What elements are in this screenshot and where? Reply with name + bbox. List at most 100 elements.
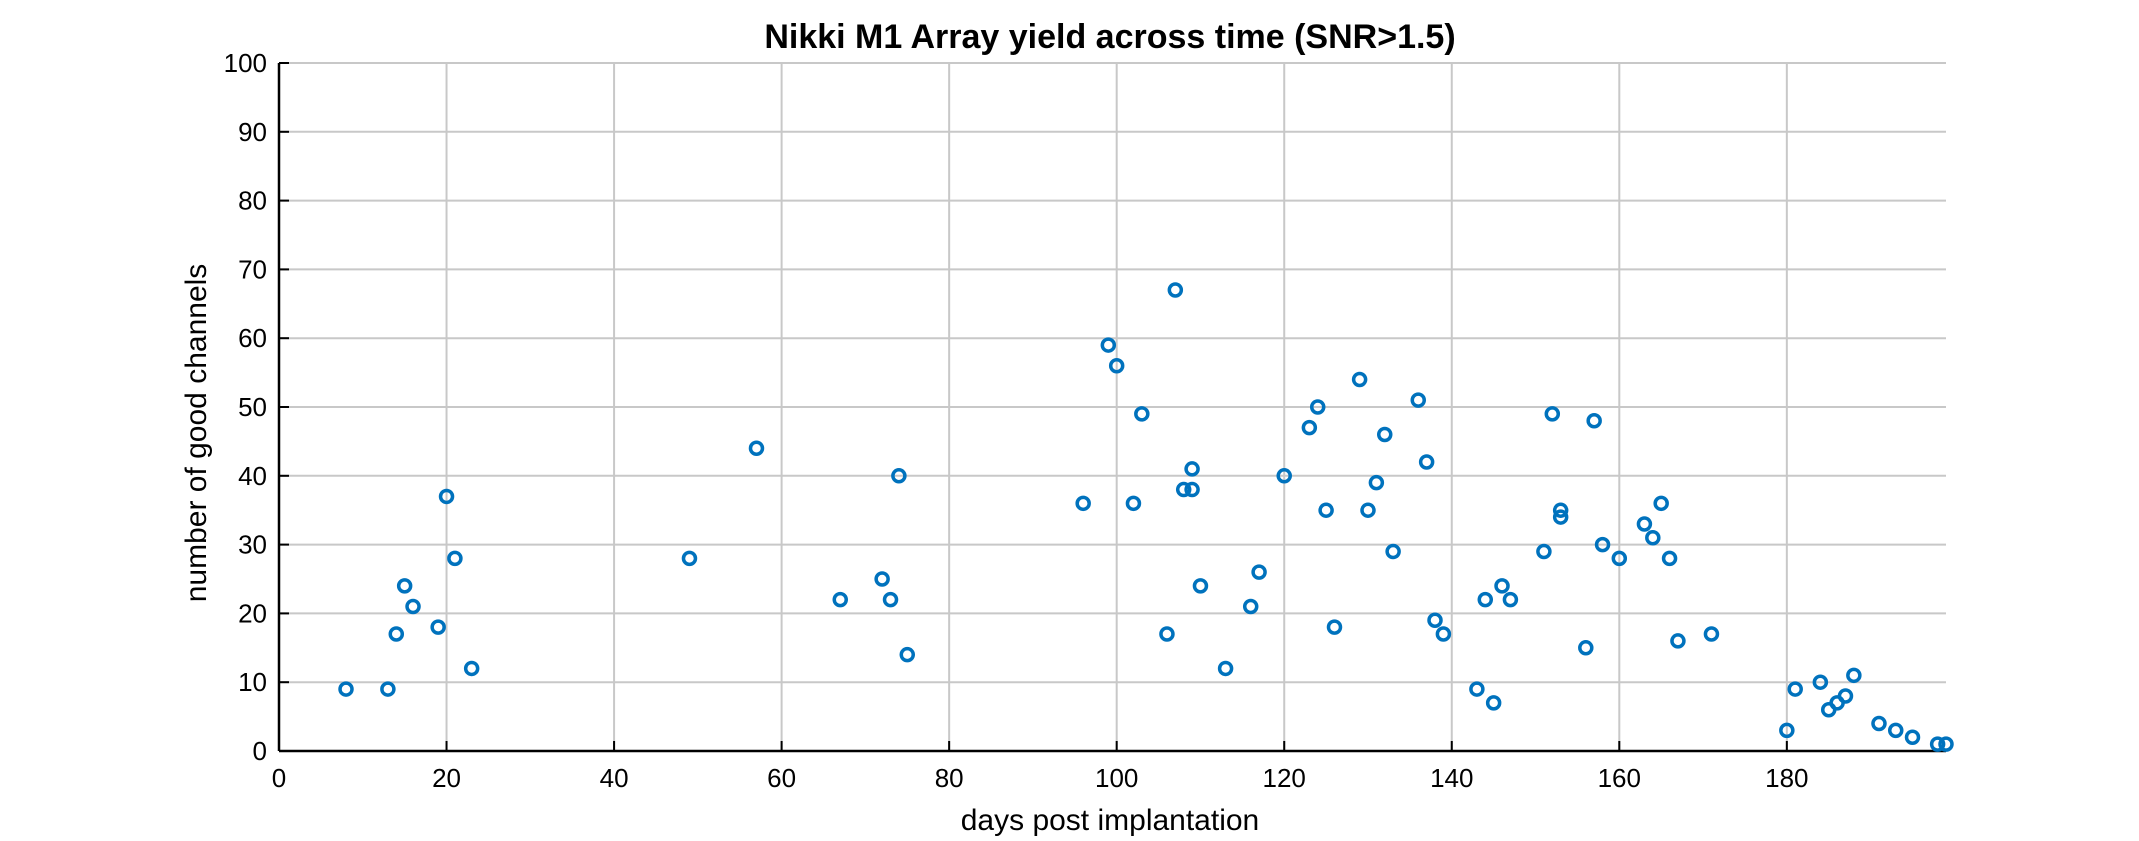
x-tick-label: 0 [272, 763, 286, 793]
data-point [1251, 564, 1267, 580]
data-point [1536, 543, 1552, 560]
data-point [1552, 509, 1569, 525]
data-point [1125, 495, 1142, 512]
data-point [899, 646, 916, 663]
data-point [1645, 529, 1661, 546]
data-point [1485, 695, 1502, 711]
data-point [1368, 474, 1385, 491]
data-point [1586, 413, 1602, 429]
y-tick-label: 80 [238, 186, 267, 216]
y-tick-label: 70 [238, 254, 267, 284]
data-point [1929, 736, 1946, 752]
data-point [882, 591, 899, 608]
y-tick-label: 90 [238, 117, 267, 147]
data-point [1100, 337, 1117, 353]
data-point [1385, 543, 1401, 560]
data-point [1276, 468, 1292, 484]
data-point [1887, 722, 1904, 739]
data-point [1192, 578, 1209, 594]
data-point [338, 681, 354, 697]
x-tick-label: 160 [1598, 763, 1641, 793]
data-point [1812, 674, 1829, 690]
data-point [874, 571, 890, 587]
data-point [1846, 667, 1862, 684]
x-tick-label: 60 [767, 763, 796, 793]
y-tick-label: 60 [238, 323, 267, 353]
data-point [1552, 502, 1569, 518]
data-point [1469, 681, 1485, 697]
y-tick-label: 100 [224, 48, 267, 78]
data-point [1175, 481, 1192, 498]
x-tick-label: 100 [1095, 763, 1138, 793]
data-point [447, 550, 463, 567]
data-point [1326, 619, 1343, 635]
data-points [338, 282, 1954, 752]
x-axis-label: days post implantation [961, 804, 1260, 837]
data-point [1837, 688, 1854, 704]
data-point [1351, 371, 1368, 388]
data-point [405, 598, 421, 615]
data-point [430, 619, 446, 635]
data-point [1578, 640, 1594, 656]
data-point [1787, 681, 1803, 697]
y-tick-label: 20 [238, 598, 267, 628]
x-tick-label: 140 [1430, 763, 1473, 793]
data-point [1703, 626, 1720, 642]
data-point [1075, 495, 1091, 512]
data-point [1661, 550, 1678, 567]
data-point [1779, 722, 1795, 739]
data-point [1376, 426, 1393, 443]
data-point [1410, 392, 1427, 408]
data-point [1477, 591, 1494, 608]
data-point [1418, 454, 1435, 470]
data-point [1611, 550, 1628, 567]
x-tick-label: 120 [1263, 763, 1306, 793]
data-point [1494, 578, 1510, 594]
data-point [1134, 406, 1150, 422]
data-point [1636, 516, 1653, 532]
data-point [1435, 626, 1452, 642]
data-point [1871, 715, 1887, 732]
y-tick-label: 30 [238, 530, 267, 560]
data-point [1159, 626, 1175, 642]
y-tick-label: 0 [253, 736, 267, 766]
data-point [1167, 282, 1184, 298]
data-point [1301, 419, 1318, 436]
data-point [388, 626, 405, 642]
y-tick-label: 10 [238, 667, 267, 697]
x-tick-label: 40 [600, 763, 629, 793]
data-point [1217, 660, 1234, 677]
data-point [438, 488, 455, 505]
data-point [1653, 495, 1669, 512]
data-point [1108, 357, 1125, 374]
data-point [1242, 598, 1259, 615]
data-point [1594, 536, 1611, 553]
data-point [463, 660, 480, 677]
data-point [1427, 612, 1443, 629]
data-point [681, 550, 698, 567]
chart-title: Nikki M1 Array yield across time (SNR>1.… [764, 18, 1455, 56]
data-point [1904, 729, 1921, 745]
data-point [1360, 502, 1376, 518]
data-point [380, 681, 396, 697]
data-point [1544, 406, 1561, 422]
data-point [1502, 591, 1519, 608]
x-tick-label: 20 [432, 763, 461, 793]
data-point [1938, 736, 1954, 752]
data-point [1184, 481, 1200, 498]
data-point [1309, 399, 1326, 415]
x-tick-label: 80 [935, 763, 964, 793]
data-point [891, 468, 907, 484]
data-point [1184, 461, 1200, 477]
x-tick-label: 180 [1765, 763, 1808, 793]
y-tick-label: 50 [238, 392, 267, 422]
y-tick-label: 40 [238, 461, 267, 491]
data-point [832, 591, 849, 608]
data-point [1318, 502, 1334, 518]
data-point [748, 440, 765, 457]
y-axis-label: number of good channels [180, 264, 213, 603]
data-point [396, 578, 413, 594]
grid [279, 62, 1946, 751]
data-point [1670, 633, 1686, 649]
